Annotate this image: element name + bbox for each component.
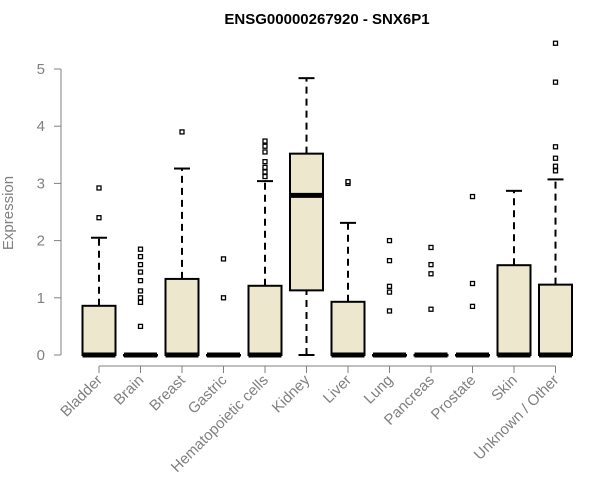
outlier-point	[137, 246, 144, 252]
outlier-point	[262, 159, 268, 165]
x-tick-label: Bladder	[57, 372, 106, 421]
outlier-point	[428, 271, 434, 277]
outlier-point	[262, 138, 268, 144]
outlier-point	[386, 257, 393, 264]
outlier-point	[262, 164, 268, 171]
outlier-point	[552, 163, 559, 169]
box-iqr	[289, 152, 324, 292]
outlier-point	[262, 143, 268, 149]
y-tick-label: 2	[37, 233, 45, 250]
outlier-point	[552, 40, 559, 46]
outlier-point	[469, 303, 476, 310]
outlier-point	[552, 144, 559, 150]
outlier-point	[469, 193, 476, 200]
box-lung	[372, 237, 407, 358]
box-liver	[330, 179, 366, 358]
box-iqr	[538, 283, 573, 357]
x-tick-label: Breast	[146, 371, 189, 414]
x-tick-label: Skin	[488, 372, 521, 405]
x-tick-label: Lung	[361, 372, 397, 408]
x-tick-label: Prostate	[428, 372, 480, 424]
y-axis: 0 1 2 3 4 5	[37, 61, 62, 364]
y-axis-label: Expression	[0, 176, 17, 250]
box-iqr	[496, 264, 532, 357]
x-tick-label: Liver	[320, 372, 355, 407]
outlier-point	[137, 295, 144, 301]
box-unknown-other	[538, 40, 573, 358]
box-iqr	[164, 277, 200, 357]
y-tick-label: 3	[37, 175, 45, 192]
outlier-point	[386, 289, 393, 295]
box-brain	[123, 246, 158, 358]
outlier-point	[386, 308, 393, 314]
y-tick-label: 4	[37, 118, 45, 135]
outlier-point	[386, 283, 393, 290]
outlier-point	[220, 295, 227, 301]
outlier-point	[96, 185, 102, 191]
outlier-point	[552, 79, 559, 85]
outlier-point	[179, 129, 185, 135]
outlier-point	[262, 169, 268, 175]
outlier-point	[552, 168, 559, 174]
outlier-point	[262, 173, 268, 180]
outlier-point	[345, 179, 351, 185]
outlier-point	[262, 149, 268, 155]
box-hematopoietic-cells	[247, 138, 283, 358]
outlier-point	[428, 261, 434, 268]
box-prostate	[455, 193, 490, 358]
box-skin	[496, 189, 532, 358]
y-tick-label: 0	[37, 347, 45, 364]
box-bladder	[81, 185, 117, 358]
outlier-point	[137, 253, 144, 260]
box-gastric	[206, 256, 241, 358]
x-tick-label: Kidney	[269, 371, 314, 416]
box-pancreas	[413, 244, 449, 358]
box-iqr	[247, 284, 283, 356]
box-breast	[164, 129, 200, 358]
box-iqr	[81, 304, 117, 357]
outlier-point	[428, 244, 434, 251]
y-tick-label: 5	[37, 61, 45, 78]
outlier-point	[137, 261, 144, 268]
outlier-point	[469, 280, 476, 287]
outlier-point	[220, 256, 227, 262]
x-tick-label: Brain	[111, 372, 148, 409]
outlier-point	[386, 237, 393, 244]
y-tick-label: 1	[37, 290, 45, 307]
outlier-point	[552, 155, 559, 161]
outlier-point	[137, 269, 144, 275]
box-iqr	[330, 300, 366, 356]
outlier-point	[137, 323, 144, 330]
outlier-point	[428, 306, 434, 312]
outlier-point	[137, 288, 144, 294]
box-kidney	[289, 77, 324, 356]
outlier-point	[137, 299, 144, 306]
chart-title: ENSG00000267920 - SNX6P1	[224, 11, 429, 28]
outlier-point	[96, 215, 102, 221]
outlier-point	[137, 277, 144, 284]
boxes-group	[81, 40, 573, 358]
